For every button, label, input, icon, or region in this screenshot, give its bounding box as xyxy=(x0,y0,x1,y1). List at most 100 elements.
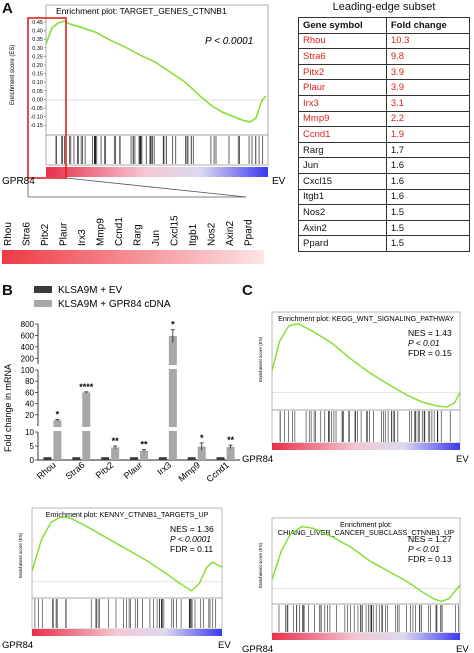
ytick-label: 10 xyxy=(25,428,34,437)
ytick-label: 0.45 xyxy=(32,20,43,26)
significance-label: ** xyxy=(227,435,235,445)
panel-a-gsea: Enrichment plot: TARGET_GENES_CTNNB1 0.4… xyxy=(2,4,286,264)
gsea-right-label: EV xyxy=(456,454,469,465)
ytick-label: 0.05 xyxy=(32,89,43,95)
bar-ev xyxy=(216,457,225,460)
bar-ev xyxy=(187,457,196,460)
ytick-label: 0 xyxy=(30,456,35,465)
ytick-label: 0.30 xyxy=(32,46,43,52)
gsea-left-label: GPR84 xyxy=(242,454,273,465)
gsea-ylabel: Enrichment score (ES) xyxy=(258,336,263,382)
category-label: Plaur xyxy=(122,460,145,481)
fold-change-cell: 2.2 xyxy=(385,110,471,128)
zoom-gene-label: Ppard xyxy=(244,219,255,246)
table-row: Cxcl15 1.6 xyxy=(298,172,471,190)
gene-symbol-cell: Mmp9 xyxy=(298,110,387,128)
fold-change-cell: 3.9 xyxy=(385,63,471,81)
panel-a-es-curve xyxy=(45,20,267,123)
zoom-gene-label: Axin2 xyxy=(225,221,236,246)
panel-a-left-label: GPR84 xyxy=(2,176,35,187)
panel-a-letter: A xyxy=(2,0,13,17)
bar-gpr84 xyxy=(53,420,62,460)
gene-symbol-cell: Ppard xyxy=(298,235,387,252)
panel-a-right-label: EV xyxy=(272,176,286,187)
fold-change-cell: 1.6 xyxy=(385,188,471,206)
bar-gpr84 xyxy=(140,450,148,460)
panel-b-ylabel: Fold change in mRNA xyxy=(3,364,13,452)
rank-bar xyxy=(272,633,460,640)
gene-symbol-cell: Plaur xyxy=(298,79,387,96)
gene-symbol-cell: Stra6 xyxy=(298,48,387,65)
leading-edge-table: Gene symbol Fold change Rhou 10.3 Stra6 9.8… xyxy=(298,17,471,252)
panel-c-letter: C xyxy=(242,282,253,299)
nes-label: NES = 1.43 xyxy=(408,328,452,338)
leading-edge-box xyxy=(27,17,67,179)
table-row: Rhou 10.3 xyxy=(298,32,471,50)
table-row: Jun 1.6 xyxy=(298,157,471,174)
col-gene-header: Gene symbol xyxy=(298,17,387,34)
gsea-title: Enrichment plot: xyxy=(340,520,392,529)
category-label: Rhou xyxy=(35,460,58,481)
leading-edge-title: Leading-edge subset xyxy=(332,1,436,13)
nes-label: NES = 1.36 xyxy=(170,524,214,534)
gene-symbol-cell: Ccnd1 xyxy=(298,126,387,143)
gsea-left-label: GPR84 xyxy=(242,644,273,653)
gene-symbol-cell: Axin2 xyxy=(298,219,387,237)
fold-change-cell: 1.9 xyxy=(385,126,471,143)
gene-symbol-cell: Nos2 xyxy=(298,204,387,221)
ytick-label: 0.40 xyxy=(32,29,43,35)
bar-gpr84 xyxy=(111,447,120,460)
ytick-label: 0.15 xyxy=(32,72,43,78)
pvalue-label: P < 0.0001 xyxy=(170,534,211,544)
table-row: Stra6 9.8 xyxy=(298,48,471,65)
zoom-gene-label: Cxcl15 xyxy=(170,215,181,246)
table-row: Mmp9 2.2 xyxy=(298,110,471,128)
fold-change-cell: 3.9 xyxy=(385,79,471,96)
zoom-gene-label: Rarg xyxy=(133,224,144,246)
zoom-gene-label: Pitx2 xyxy=(40,223,51,246)
fdr-label: FDR = 0.11 xyxy=(170,544,213,554)
table-row: Itgb1 1.6 xyxy=(298,188,471,206)
hit-frame xyxy=(31,597,223,630)
col-fc-header: Fold change xyxy=(385,17,471,34)
es-curve xyxy=(271,525,461,603)
table-row: Pitx2 3.9 xyxy=(298,63,471,81)
gsea-left-label: GPR84 xyxy=(2,640,33,651)
bar-gpr84 xyxy=(197,446,206,460)
ytick-label: 40 xyxy=(25,400,34,409)
ytick-label: 80 xyxy=(25,377,34,386)
table-row: Ppard 1.5 xyxy=(298,235,471,252)
table-row: Irx3 3.1 xyxy=(298,94,471,112)
ytick-label: 5 xyxy=(30,442,35,451)
ytick-label: 0.20 xyxy=(32,63,43,69)
significance-label: * xyxy=(200,433,204,443)
gsea-ylabel: Enrichment score (ES) xyxy=(18,532,23,578)
fold-change-cell: 1.6 xyxy=(385,157,471,174)
gsea-ylabel: Enrichment score (ES) xyxy=(258,542,263,588)
panel-a-rank-bar xyxy=(46,167,268,177)
fold-change-cell: 1.5 xyxy=(385,219,471,237)
fold-change-cell: 1.7 xyxy=(385,141,471,159)
gene-symbol-cell: Rarg xyxy=(298,141,387,159)
ytick-label: 20 xyxy=(25,411,34,420)
gene-symbol-cell: Itgb1 xyxy=(298,188,387,206)
category-label: Ccnd1 xyxy=(205,460,231,484)
panel-b-bars: ******* **** ** xyxy=(39,320,241,460)
significance-label: ** xyxy=(112,436,120,446)
bar-ev xyxy=(72,457,81,460)
table-row: Plaur 3.9 xyxy=(298,79,471,96)
bar-gpr84 xyxy=(82,392,91,460)
zoom-gene-label: Rhou xyxy=(3,222,14,246)
zoom-gene-label: Stra6 xyxy=(22,222,33,246)
ytick-label: -0.15 xyxy=(30,123,43,129)
pvalue-label: P < 0.01 xyxy=(408,544,440,554)
fdr-label: FDR = 0.15 xyxy=(408,348,452,358)
nes-label: NES = 1.27 xyxy=(408,534,452,544)
zoom-gene-label: Mmp9 xyxy=(96,218,107,246)
panel-c-gsea: Enrichment plot: KEGG_WNT_SIGNALING_PATH… xyxy=(242,311,469,465)
gsea-frame xyxy=(271,311,461,411)
table-row: Ccnd1 1.9 xyxy=(298,126,471,143)
ytick-label: -0.05 xyxy=(30,106,43,112)
fold-change-cell: 1.5 xyxy=(385,204,471,221)
ytick-label: 0.25 xyxy=(32,54,43,60)
